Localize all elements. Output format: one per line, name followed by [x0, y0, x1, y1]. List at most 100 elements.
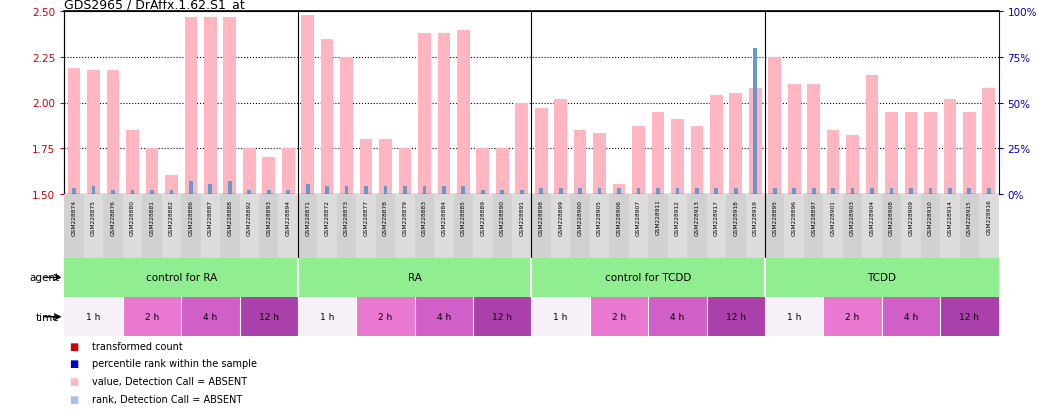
Text: RA: RA	[408, 273, 421, 283]
Bar	[846, 136, 858, 194]
Text: ■: ■	[70, 358, 79, 368]
Bar	[512, 194, 531, 258]
Text: 4 h: 4 h	[203, 313, 217, 321]
Bar	[414, 297, 473, 337]
Bar	[403, 187, 407, 194]
Bar	[473, 297, 531, 337]
Bar	[318, 194, 336, 258]
Bar	[122, 194, 142, 258]
Text: GSM228877: GSM228877	[363, 199, 368, 235]
Bar	[189, 181, 193, 194]
Text: ■: ■	[70, 394, 79, 404]
Bar	[325, 187, 329, 194]
Bar	[84, 194, 104, 258]
Bar	[356, 194, 376, 258]
Bar	[979, 194, 999, 258]
Text: 12 h: 12 h	[959, 313, 980, 321]
Text: GSM228885: GSM228885	[461, 199, 466, 235]
Bar	[127, 131, 139, 194]
Text: 4 h: 4 h	[671, 313, 684, 321]
Bar	[516, 103, 528, 194]
Bar	[67, 69, 80, 194]
Bar	[462, 187, 465, 194]
Text: GSM228889: GSM228889	[481, 199, 486, 235]
Text: GSM228876: GSM228876	[110, 199, 115, 235]
Bar	[151, 190, 154, 194]
Bar	[379, 140, 391, 194]
Bar	[959, 194, 979, 258]
Bar	[652, 112, 664, 194]
Bar	[360, 140, 373, 194]
Text: GSM228901: GSM228901	[830, 199, 836, 235]
Bar	[924, 112, 936, 194]
Bar	[301, 16, 313, 194]
Bar	[921, 194, 940, 258]
Bar	[438, 34, 450, 194]
Bar	[648, 194, 667, 258]
Bar	[345, 187, 349, 194]
Bar	[843, 194, 863, 258]
Text: GSM228906: GSM228906	[617, 199, 622, 235]
Bar	[91, 187, 95, 194]
Bar	[500, 190, 504, 194]
Bar	[571, 194, 590, 258]
Text: GSM228871: GSM228871	[305, 199, 310, 235]
Bar	[298, 194, 318, 258]
Bar	[885, 112, 898, 194]
Bar	[687, 194, 707, 258]
Bar	[356, 297, 414, 337]
Text: 12 h: 12 h	[726, 313, 746, 321]
Bar	[574, 131, 586, 194]
Bar	[676, 189, 679, 194]
Bar	[399, 149, 411, 194]
Bar	[181, 297, 240, 337]
Text: GDS2965 / DrAffx.1.62.S1_at: GDS2965 / DrAffx.1.62.S1_at	[64, 0, 245, 11]
Text: 4 h: 4 h	[437, 313, 450, 321]
Bar	[247, 190, 251, 194]
Text: GSM228883: GSM228883	[421, 199, 427, 235]
Bar	[107, 71, 119, 194]
Bar	[632, 127, 645, 194]
Bar	[983, 89, 995, 194]
Bar	[863, 194, 881, 258]
Bar	[881, 297, 940, 337]
Text: GSM228908: GSM228908	[889, 199, 894, 235]
Bar	[473, 194, 492, 258]
Bar	[111, 190, 115, 194]
Bar	[727, 194, 745, 258]
Bar	[754, 49, 757, 194]
Bar	[364, 187, 367, 194]
Text: GSM228919: GSM228919	[753, 199, 758, 235]
Bar	[228, 181, 231, 194]
Text: GSM228886: GSM228886	[188, 199, 193, 235]
Bar	[162, 194, 181, 258]
Bar	[298, 297, 356, 337]
Bar	[792, 189, 796, 194]
Bar	[788, 85, 800, 194]
Bar	[823, 194, 843, 258]
Text: 1 h: 1 h	[553, 313, 568, 321]
Text: GSM228878: GSM228878	[383, 199, 388, 235]
Bar	[909, 189, 912, 194]
Bar	[204, 18, 217, 194]
Bar	[103, 194, 122, 258]
Bar	[64, 194, 84, 258]
Bar	[963, 112, 976, 194]
Bar	[457, 31, 469, 194]
Bar	[866, 76, 878, 194]
Bar	[890, 189, 894, 194]
Bar	[442, 187, 445, 194]
Bar	[905, 112, 918, 194]
Bar	[64, 297, 122, 337]
Text: GSM228916: GSM228916	[986, 199, 991, 235]
Bar	[690, 127, 703, 194]
Bar	[812, 189, 816, 194]
Bar	[656, 189, 660, 194]
Bar	[142, 194, 162, 258]
Text: GSM228903: GSM228903	[850, 199, 855, 235]
Text: GSM228892: GSM228892	[247, 199, 252, 235]
Text: GSM228893: GSM228893	[266, 199, 271, 235]
Bar	[492, 194, 512, 258]
Bar	[831, 189, 835, 194]
Bar	[808, 85, 820, 194]
